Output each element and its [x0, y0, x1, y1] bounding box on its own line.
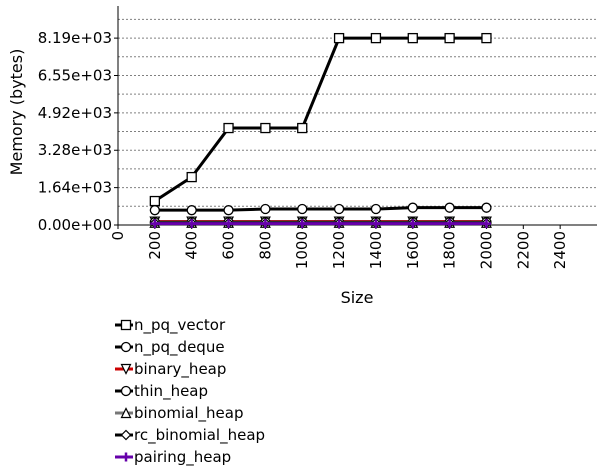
- legend-label: binomial_heap: [134, 404, 244, 422]
- legend-item: rc_binomial_heap: [114, 424, 265, 446]
- data-point: [407, 202, 418, 213]
- memory-chart: 0.00e+00 1.64e+03 3.28e+03 4.92e+03 6.55e+03…: [7, 6, 597, 307]
- legend-label: binary_heap: [134, 360, 227, 378]
- data-point: [333, 32, 345, 44]
- data-point: [445, 219, 455, 229]
- x-tick-label: 200: [146, 231, 164, 260]
- legend-label: rc_binomial_heap: [134, 426, 266, 444]
- x-tick-label: 2000: [477, 231, 495, 269]
- data-point: [187, 219, 197, 229]
- series-n-pq-vector: [149, 32, 492, 207]
- data-point: [149, 205, 160, 216]
- series-n-pq-deque: [149, 202, 492, 216]
- legend-swatch-icon: [115, 429, 133, 441]
- data-point: [371, 219, 381, 229]
- data-point: [260, 122, 271, 134]
- data-point: [186, 205, 197, 216]
- data-point: [297, 122, 308, 134]
- legend-swatch-icon: [115, 407, 133, 419]
- legend-label: pairing_heap: [134, 448, 232, 466]
- legend-marker: [121, 452, 131, 462]
- y-axis-label: Memory (bytes): [7, 49, 26, 176]
- legend-marker: [120, 407, 132, 419]
- series-layer: [149, 32, 492, 229]
- legend-marker: [120, 363, 132, 375]
- legend-item: binomial_heap: [114, 402, 265, 424]
- data-point: [334, 219, 344, 229]
- y-tick-label: 1.64e+03: [38, 179, 112, 197]
- data-point: [297, 203, 308, 215]
- x-tick-label: 1200: [330, 231, 348, 269]
- data-point: [333, 203, 345, 215]
- data-point: [224, 219, 234, 229]
- legend-label: n_pq_vector: [134, 316, 226, 334]
- legend: n_pq_vector n_pq_deque binary_heap thin_hea…: [114, 314, 265, 468]
- x-tick-label: 1000: [293, 231, 311, 269]
- x-tick-label: 1800: [441, 231, 459, 269]
- data-point: [370, 203, 382, 215]
- data-point: [149, 195, 160, 207]
- data-point: [223, 205, 234, 216]
- legend-label: thin_heap: [134, 382, 209, 400]
- data-point: [407, 32, 418, 44]
- data-point: [481, 219, 491, 229]
- y-tick-label: 8.19e+03: [38, 29, 112, 47]
- data-point: [260, 219, 270, 229]
- data-point: [408, 219, 418, 229]
- data-point: [260, 203, 271, 215]
- y-tick-label: 3.28e+03: [38, 141, 112, 159]
- legend-marker: [120, 319, 132, 331]
- legend-item: n_pq_deque: [114, 336, 265, 358]
- x-axis-label: Size: [341, 288, 374, 307]
- x-tick-label: 400: [183, 231, 201, 260]
- y-tick-label: 4.92e+03: [38, 104, 112, 122]
- x-tick-label: 0: [109, 231, 127, 241]
- legend-marker: [120, 341, 132, 353]
- data-point: [297, 219, 307, 229]
- y-tick-labels: 0.00e+00 1.64e+03 3.28e+03 4.92e+03 6.55e+03…: [38, 29, 112, 234]
- series-line: [154, 36, 487, 203]
- data-point: [223, 122, 234, 134]
- x-tick-label: 1400: [367, 231, 385, 269]
- legend-item: n_pq_vector: [114, 314, 265, 336]
- legend-marker: [120, 429, 132, 441]
- legend-marker: [120, 385, 132, 397]
- data-point: [481, 32, 492, 44]
- legend-swatch-icon: [115, 363, 133, 375]
- legend-swatch-icon: [115, 319, 133, 331]
- series-pairing-heap: [150, 219, 491, 229]
- legend-swatch-icon: [115, 452, 133, 462]
- data-point: [186, 171, 197, 183]
- data-point: [481, 202, 492, 213]
- data-point: [444, 202, 455, 213]
- x-tick-labels: 0 200 400 600 800 1000 1200 1400 1600 1800 2000 220…: [109, 231, 569, 269]
- y-tick-label: 6.55e+03: [38, 66, 112, 84]
- x-tick-label: 2200: [514, 231, 532, 269]
- series-line: [154, 206, 487, 212]
- x-tick-label: 600: [220, 231, 238, 260]
- data-point: [150, 219, 160, 229]
- x-tick-label: 800: [256, 231, 274, 260]
- legend-item: binary_heap: [114, 358, 265, 380]
- legend-item: thin_heap: [114, 380, 265, 402]
- x-tick-label: 1600: [404, 231, 422, 269]
- y-tick-label: 0.00e+00: [38, 216, 112, 234]
- x-tick-label: 2400: [551, 231, 569, 269]
- legend-label: n_pq_deque: [134, 338, 225, 356]
- legend-swatch-icon: [115, 341, 133, 353]
- data-point: [370, 32, 382, 44]
- legend-item: pairing_heap: [114, 446, 265, 468]
- data-point: [444, 32, 455, 44]
- legend-swatch-icon: [115, 385, 133, 397]
